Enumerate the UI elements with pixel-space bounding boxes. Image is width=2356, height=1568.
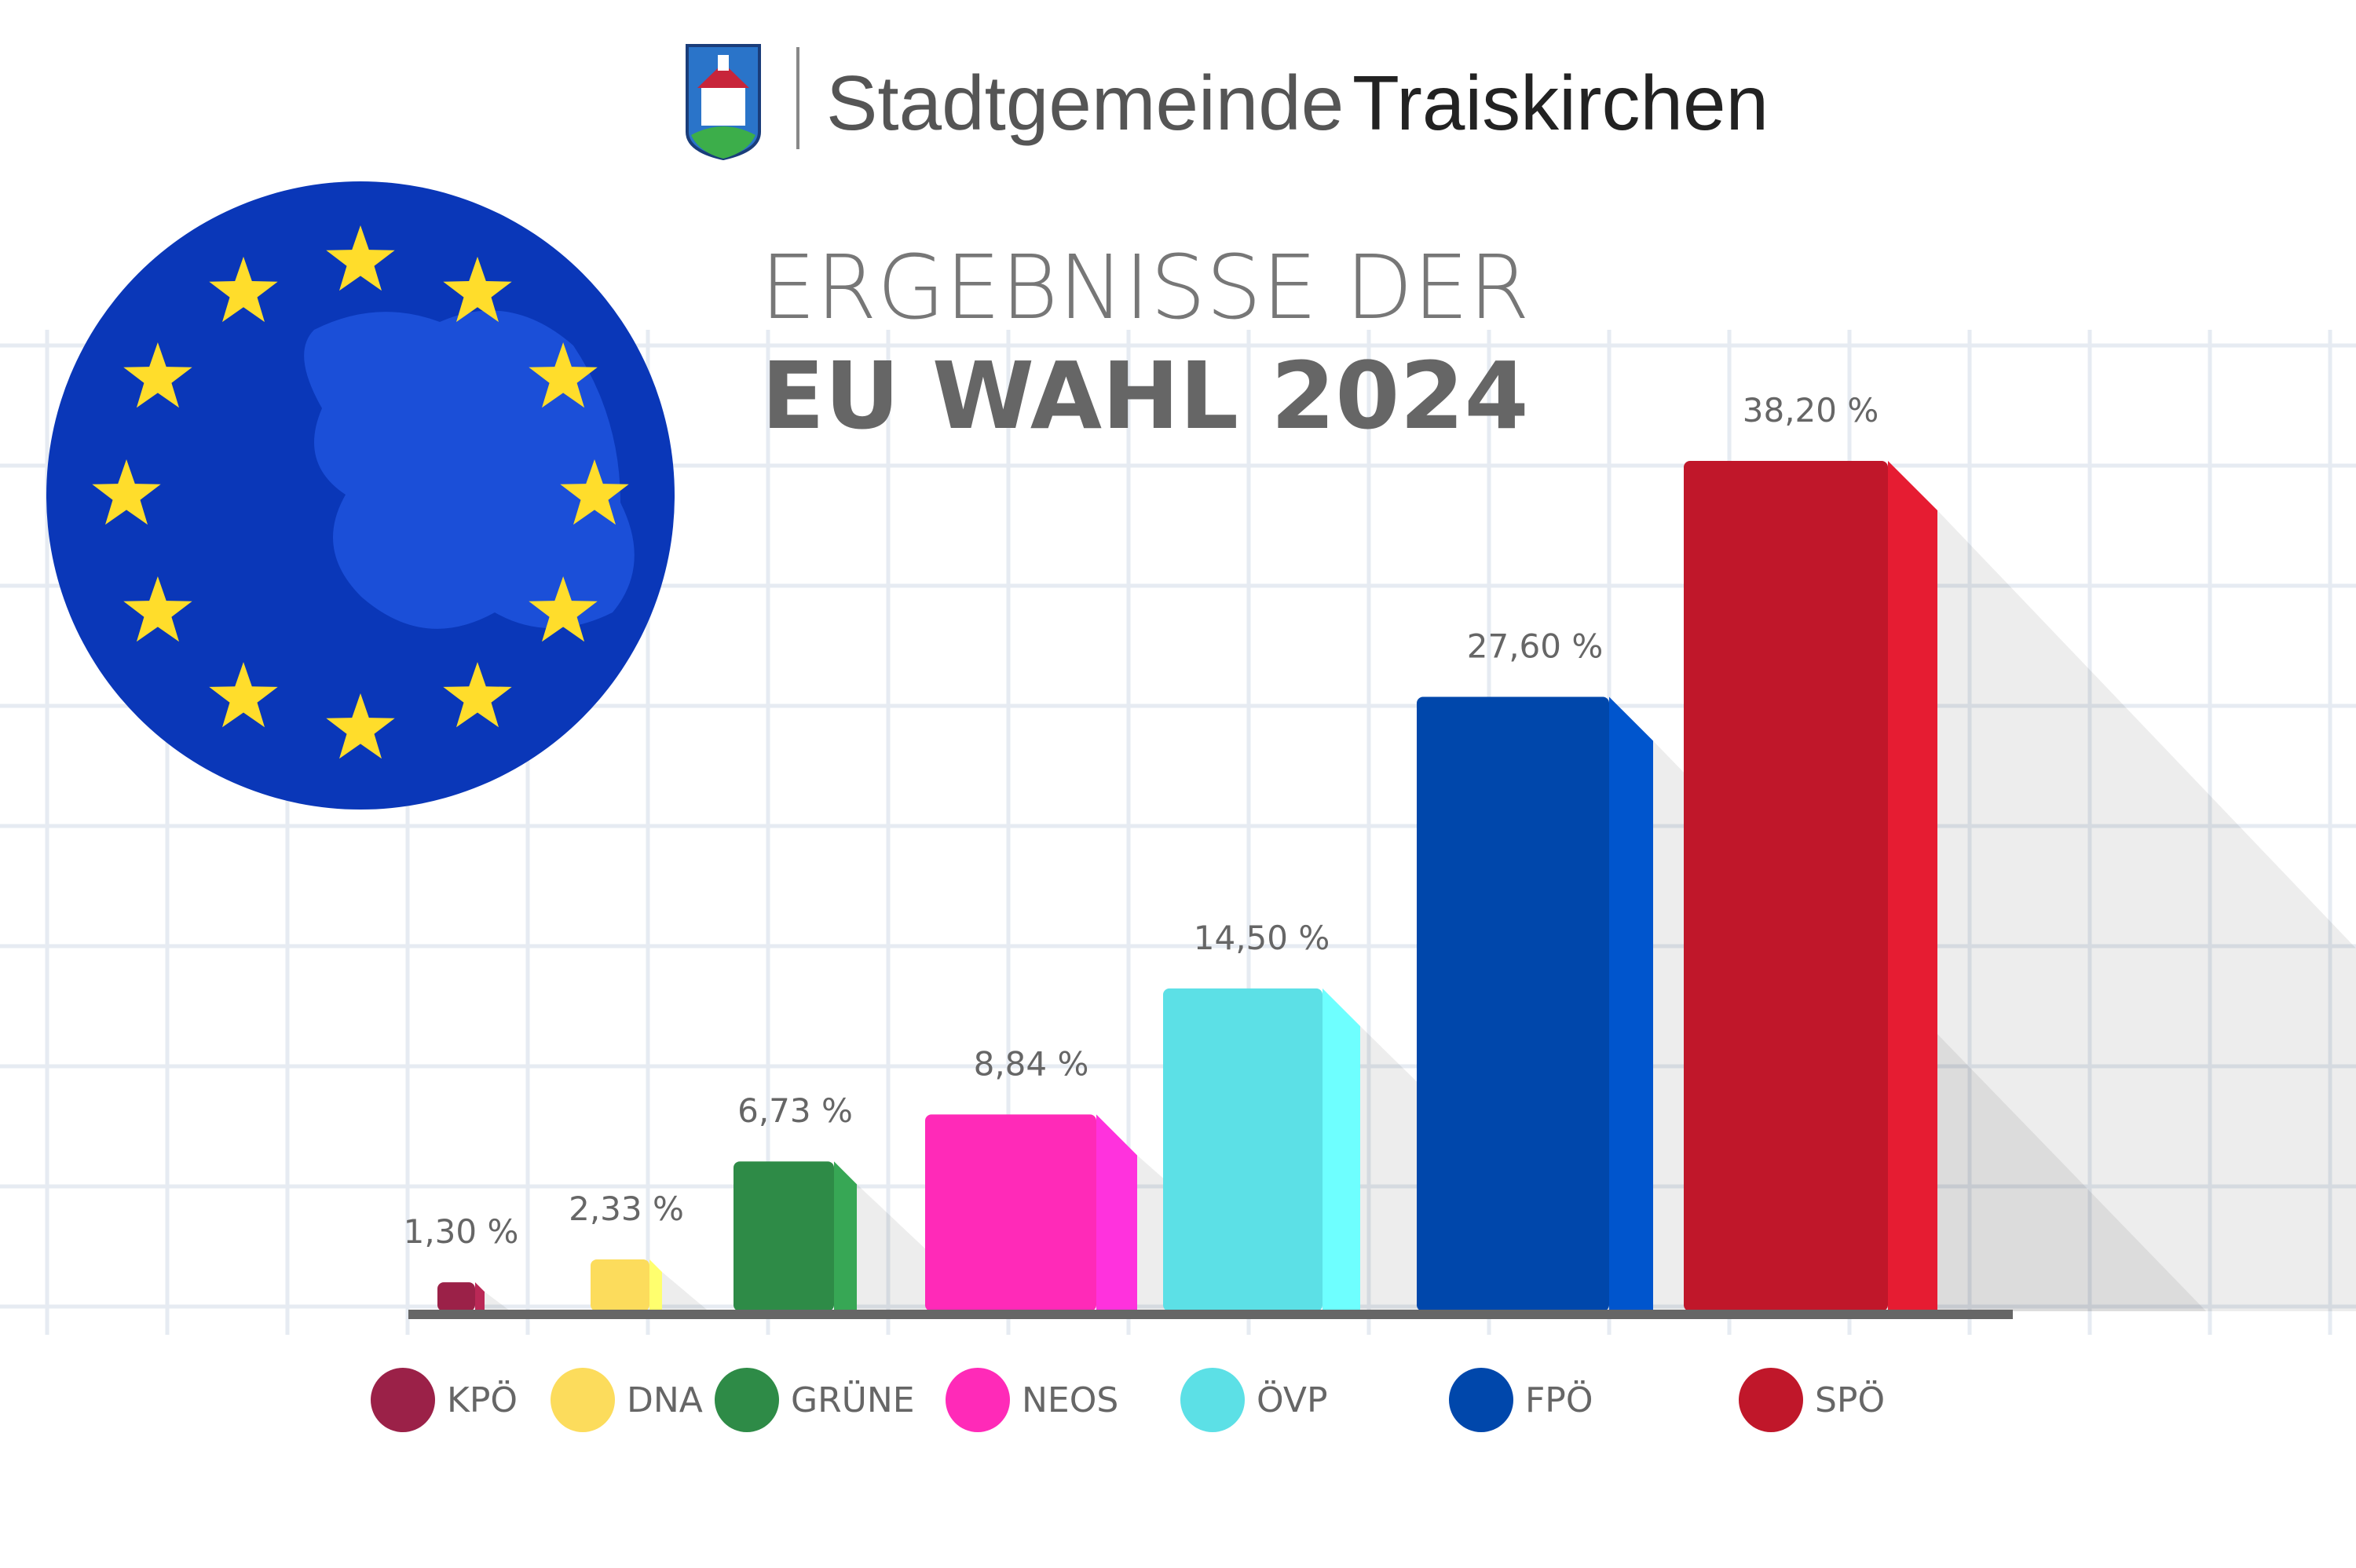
- bar: [591, 1259, 649, 1311]
- bars: 1,30 % KPÖ 2,33 % DNA 6,73 % GRÜNE 8,84 % NEOS 1…: [371, 391, 2356, 1432]
- bar-side: [834, 1161, 857, 1311]
- bar-shadow: [485, 1292, 511, 1311]
- value-label: 1,30 %: [404, 1212, 519, 1251]
- legend-label: DNA: [627, 1380, 703, 1420]
- eu-star: [443, 256, 512, 323]
- header-name-bold: Traiskirchen: [1352, 60, 1769, 146]
- legend-swatch: [551, 1368, 615, 1432]
- bar-shadow: [662, 1271, 709, 1311]
- legend-swatch: [715, 1368, 779, 1432]
- header-name-light: Stadtgemeinde: [826, 60, 1344, 146]
- eu-star: [560, 459, 629, 525]
- legend-swatch: [946, 1368, 1010, 1432]
- value-label: 27,60 %: [1467, 627, 1604, 666]
- bar-shadow: [1937, 510, 2356, 1311]
- legend-label: NEOS: [1022, 1380, 1118, 1420]
- bar: [925, 1114, 1096, 1311]
- legend-swatch: [1739, 1368, 1803, 1432]
- bar: [1163, 988, 1323, 1311]
- value-label: 2,33 %: [569, 1190, 684, 1228]
- bar: [1684, 461, 1888, 1311]
- chart-title: ERGEBNISSE DER: [760, 237, 1530, 339]
- bar: [734, 1161, 834, 1311]
- eu-star: [443, 662, 512, 728]
- bar-side: [1323, 988, 1360, 1311]
- bar-side: [1096, 1114, 1137, 1311]
- legend-label: FPÖ: [1525, 1380, 1593, 1420]
- eu-star: [92, 459, 161, 525]
- value-label: 8,84 %: [974, 1044, 1089, 1083]
- eu-star: [209, 662, 278, 728]
- bar-side: [475, 1282, 485, 1311]
- value-label: 38,20 %: [1743, 391, 1879, 429]
- legend-swatch: [371, 1368, 435, 1432]
- chart-subtitle: EU WAHL 2024: [761, 342, 1528, 450]
- eu-globe: [46, 181, 675, 810]
- eu-star: [326, 225, 395, 291]
- eu-star: [529, 576, 598, 642]
- eu-star: [326, 693, 395, 759]
- bar: [1417, 696, 1609, 1311]
- eu-star: [123, 342, 192, 408]
- legend-swatch: [1180, 1368, 1245, 1432]
- bar-side: [649, 1259, 662, 1311]
- value-label: 14,50 %: [1194, 919, 1330, 957]
- bar-side: [1888, 461, 1937, 1311]
- bar-side: [1609, 696, 1653, 1311]
- legend-label: ÖVP: [1257, 1380, 1328, 1420]
- legend-label: KPÖ: [447, 1380, 518, 1420]
- eu-star: [123, 576, 192, 642]
- eu-star: [209, 256, 278, 323]
- bar: [437, 1282, 475, 1311]
- eu-star: [529, 342, 598, 408]
- legend-label: GRÜNE: [791, 1380, 915, 1420]
- legend-label: SPÖ: [1815, 1380, 1885, 1420]
- logo: [686, 44, 761, 161]
- value-label: 6,73 %: [737, 1091, 853, 1130]
- legend-swatch: [1449, 1368, 1513, 1432]
